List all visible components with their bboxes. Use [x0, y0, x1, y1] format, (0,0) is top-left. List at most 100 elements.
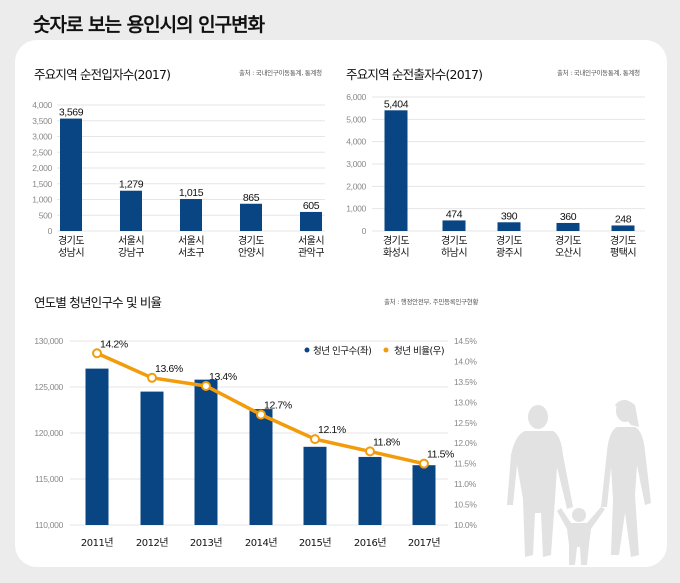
- bar: [497, 222, 521, 231]
- category-label: 화성시: [383, 247, 409, 259]
- right-axis-tick-label: 12.0%: [454, 438, 477, 448]
- y-tick-label: 1,000: [32, 195, 52, 205]
- bar: [300, 211, 322, 231]
- category-label: 강남구: [118, 247, 144, 259]
- category-label: 오산시: [555, 247, 581, 259]
- y-tick-label: 0: [48, 226, 53, 236]
- bar: [60, 118, 82, 231]
- right-axis-tick-label: 14.0%: [454, 356, 477, 366]
- bar: [442, 220, 466, 231]
- chart3-title: 연도별 청년인구수 및 비율: [34, 295, 162, 310]
- category-label: 경기도: [441, 234, 467, 247]
- bar: [180, 199, 202, 231]
- y-tick-label: 2,000: [32, 163, 52, 173]
- chart1-title: 주요지역 순전입자수(2017): [34, 67, 171, 82]
- right-axis-tick-label: 11.5%: [454, 459, 477, 469]
- category-label: 평택시: [610, 247, 636, 259]
- right-axis-tick-label: 10.5%: [454, 500, 477, 510]
- category-label: 2016년: [354, 537, 386, 549]
- category-label: 2011년: [81, 537, 113, 549]
- bar: [249, 409, 273, 525]
- bar-value-label: 865: [243, 192, 260, 204]
- y-tick-label: 3,000: [346, 159, 366, 169]
- category-label: 경기도: [555, 234, 581, 247]
- legend-bar-label: 청년 인구수(좌): [313, 346, 371, 357]
- y-tick-label: 2,000: [346, 181, 366, 191]
- legend-bar-marker-icon: [304, 347, 310, 353]
- bar: [384, 110, 408, 231]
- bar: [358, 456, 382, 525]
- y-tick-label: 1,500: [32, 179, 52, 189]
- ratio-value-label: 11.5%: [427, 449, 454, 461]
- bar-value-label: 360: [560, 211, 577, 223]
- bar: [556, 222, 580, 231]
- y-tick-label: 5,000: [346, 114, 366, 124]
- y-tick-label: 500: [39, 210, 53, 220]
- category-label: 2017년: [408, 537, 440, 549]
- category-label: 2013년: [190, 537, 222, 549]
- ratio-point: [419, 458, 429, 469]
- category-label: 경기도: [383, 234, 409, 247]
- ratio-point: [310, 434, 320, 445]
- category-label: 2012년: [136, 537, 168, 549]
- ratio-point: [92, 348, 102, 359]
- left-axis-tick-label: 130,000: [34, 336, 63, 346]
- y-tick-label: 2,500: [32, 147, 52, 157]
- y-tick-label: 4,000: [32, 100, 52, 110]
- ratio-value-label: 11.8%: [373, 436, 400, 448]
- page-title: 숫자로 보는 용인시의 인구변화: [33, 14, 265, 36]
- right-axis-tick-label: 12.5%: [454, 418, 477, 428]
- y-tick-label: 4,000: [346, 137, 366, 147]
- category-label: 안양시: [238, 247, 264, 259]
- category-label: 경기도: [238, 234, 264, 247]
- category-label: 성남시: [58, 247, 84, 259]
- bar-value-label: 5,404: [384, 98, 409, 110]
- bar-value-label: 248: [615, 213, 632, 225]
- right-axis-tick-label: 13.0%: [454, 397, 477, 407]
- bar: [240, 203, 262, 231]
- ratio-value-label: 13.6%: [155, 363, 183, 375]
- category-label: 서울시: [118, 235, 144, 247]
- bar-value-label: 3,569: [59, 107, 84, 119]
- ratio-value-label: 14.2%: [100, 338, 128, 350]
- bar: [140, 391, 164, 525]
- left-axis-tick-label: 110,000: [35, 520, 64, 530]
- ratio-point: [256, 409, 266, 420]
- left-axis-tick-label: 115,000: [35, 474, 64, 484]
- left-axis-tick-label: 125,000: [34, 382, 63, 392]
- ratio-point: [201, 380, 211, 391]
- bar-value-label: 605: [303, 200, 320, 212]
- ratio-value-label: 13.4%: [209, 371, 237, 383]
- category-label: 서울시: [178, 235, 204, 247]
- y-tick-label: 6,000: [346, 92, 366, 102]
- legend-line-label: 청년 비율(우): [394, 346, 444, 357]
- bar-value-label: 390: [501, 210, 518, 222]
- bar: [120, 190, 142, 231]
- bar: [303, 446, 327, 525]
- category-label: 경기도: [496, 234, 522, 247]
- bar-value-label: 474: [446, 208, 463, 220]
- ratio-value-label: 12.7%: [264, 400, 292, 412]
- category-label: 서울시: [298, 235, 324, 247]
- bar-value-label: 1,279: [119, 179, 144, 191]
- ratio-value-label: 12.1%: [318, 424, 346, 436]
- family-silhouette-icon: [507, 400, 651, 565]
- bar-value-label: 1,015: [179, 187, 204, 199]
- bar: [85, 368, 109, 525]
- category-label: 하남시: [441, 246, 467, 259]
- category-label: 2015년: [299, 537, 331, 549]
- y-tick-label: 3,500: [32, 116, 52, 126]
- category-label: 경기도: [610, 234, 636, 247]
- ratio-point: [147, 372, 157, 383]
- chart1-source: 출처 : 국내인구이동통계, 통계청: [239, 69, 322, 77]
- category-label: 경기도: [58, 234, 84, 247]
- chart2-title: 주요지역 순전출자수(2017): [346, 67, 483, 82]
- chart3-source: 출처 : 행정안전부, 주민등록인구현황: [384, 298, 479, 306]
- bar: [412, 465, 436, 525]
- left-axis-tick-label: 120,000: [34, 428, 63, 438]
- ratio-point: [365, 446, 375, 457]
- category-label: 2014년: [245, 537, 277, 549]
